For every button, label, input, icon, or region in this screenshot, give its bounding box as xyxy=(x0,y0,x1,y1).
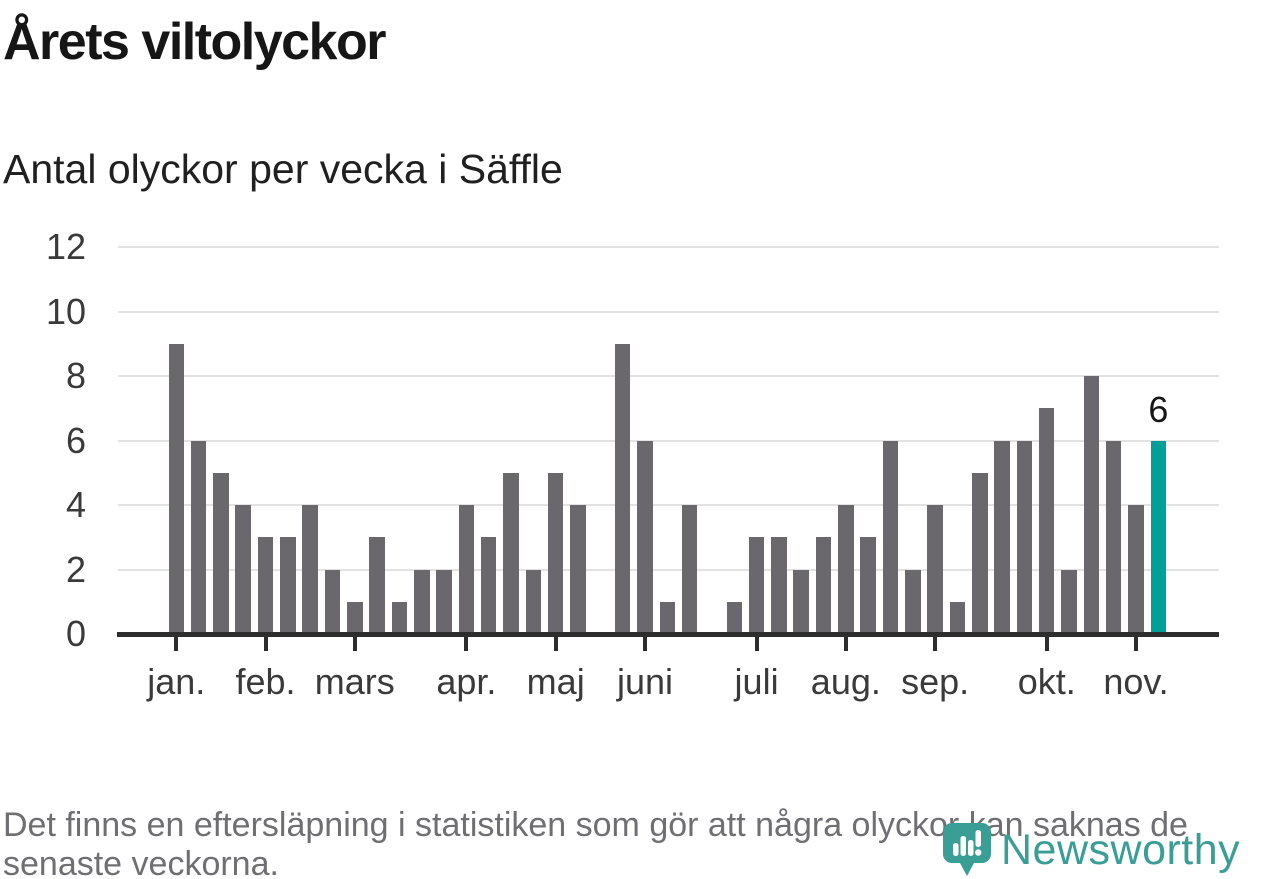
bar xyxy=(927,505,943,634)
bar xyxy=(793,569,809,634)
y-axis-label: 8 xyxy=(65,355,86,396)
highlight-value-label: 6 xyxy=(1148,388,1169,430)
x-axis-label-juli: juli xyxy=(734,661,779,702)
bar xyxy=(414,569,430,634)
x-axis-label-nov: nov. xyxy=(1103,661,1169,702)
bar xyxy=(1038,408,1055,634)
x-axis-label-jan: jan. xyxy=(147,661,206,702)
bar xyxy=(1016,440,1033,634)
bar xyxy=(547,472,564,634)
bar xyxy=(949,601,966,634)
gridline-y-8 xyxy=(118,375,1219,377)
bar xyxy=(280,537,296,634)
bar-highlight-latest-week xyxy=(1150,440,1167,634)
bar xyxy=(726,601,742,634)
newsworthy-logo: Newsworthy xyxy=(942,822,1240,878)
x-axis-label-apr: apr. xyxy=(436,661,497,702)
bar xyxy=(168,343,184,634)
x-axis-label-aug: aug. xyxy=(810,661,881,702)
bar xyxy=(637,440,653,634)
bar xyxy=(458,505,475,634)
month-tick xyxy=(642,637,647,651)
bar xyxy=(235,505,251,634)
chart-subtitle: Antal olyckor per vecka i Säffle xyxy=(3,146,563,192)
month-tick xyxy=(933,637,938,651)
bar xyxy=(860,537,876,634)
month-tick xyxy=(263,637,268,651)
bar xyxy=(525,569,542,634)
x-axis-line xyxy=(117,632,1219,637)
bar xyxy=(302,505,318,634)
bar xyxy=(213,472,229,634)
x-axis-label-maj: maj xyxy=(526,661,585,702)
month-tick xyxy=(352,637,357,651)
month-tick xyxy=(464,637,469,651)
y-axis-label: 0 xyxy=(65,613,86,654)
month-tick xyxy=(1044,637,1049,651)
gridline-y-2 xyxy=(118,568,1219,571)
bar xyxy=(480,537,497,634)
bar xyxy=(659,601,676,634)
bar xyxy=(503,472,519,634)
bar xyxy=(838,505,854,634)
bar xyxy=(324,569,341,634)
gridline-y-4 xyxy=(118,504,1219,506)
x-axis-label-mars: mars xyxy=(314,661,395,702)
month-tick xyxy=(174,637,179,651)
page-title: Årets viltolyckor xyxy=(3,13,387,71)
bar xyxy=(436,569,452,634)
month-tick xyxy=(754,637,759,651)
bar xyxy=(681,505,698,634)
month-tick xyxy=(553,637,558,651)
bar xyxy=(391,601,408,634)
month-tick xyxy=(843,637,848,651)
bar xyxy=(994,440,1010,634)
y-axis-label: 10 xyxy=(45,290,86,332)
bar xyxy=(1061,569,1077,634)
x-axis-label-sep: sep. xyxy=(901,661,970,702)
bar xyxy=(347,601,363,634)
gridline-y-12 xyxy=(118,246,1219,248)
newsworthy-wordmark: Newsworthy xyxy=(1001,825,1241,874)
y-axis-label: 2 xyxy=(65,548,86,590)
x-axis-label-feb: feb. xyxy=(235,661,296,702)
y-axis-label: 6 xyxy=(65,419,86,461)
bar xyxy=(1105,440,1122,634)
bar xyxy=(972,472,988,634)
x-axis-label-juni: juni xyxy=(616,661,673,702)
bar xyxy=(190,440,207,634)
bar xyxy=(1128,505,1144,634)
bar xyxy=(614,343,631,634)
y-axis-label: 4 xyxy=(65,484,86,525)
bar xyxy=(1083,376,1100,634)
bar xyxy=(570,505,586,634)
newsworthy-pin-icon xyxy=(943,823,991,876)
bar xyxy=(771,537,787,634)
gridline-y-10 xyxy=(118,310,1219,313)
bar xyxy=(257,537,274,634)
x-axis-label-okt: okt. xyxy=(1017,661,1076,702)
bar xyxy=(815,537,832,634)
month-tick xyxy=(1134,637,1138,651)
gridline-y-6 xyxy=(118,439,1219,442)
bar xyxy=(369,537,385,634)
bar xyxy=(905,569,921,634)
y-axis-label: 12 xyxy=(45,226,86,267)
bar xyxy=(882,440,899,634)
bar xyxy=(748,537,765,634)
